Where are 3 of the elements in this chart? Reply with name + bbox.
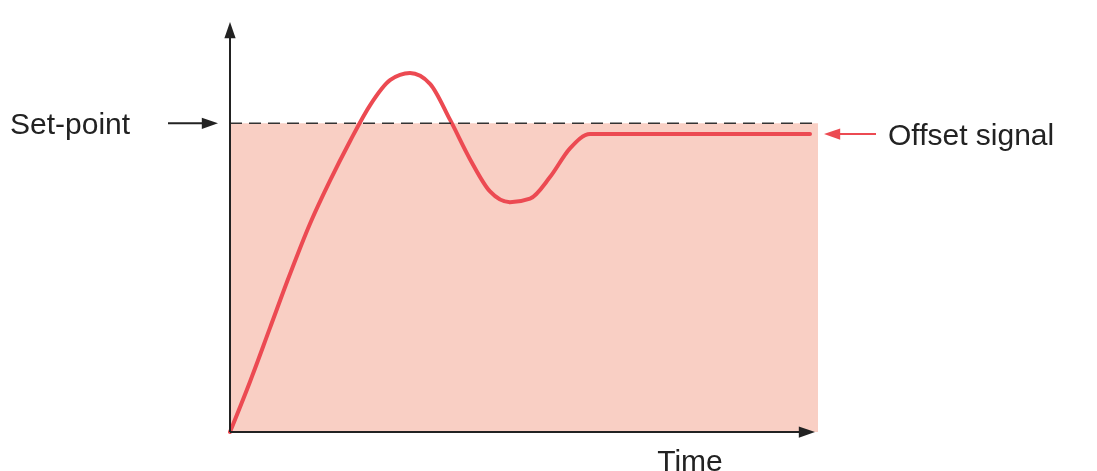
x-axis-title: Time (657, 443, 723, 471)
text: Offset signal (888, 117, 1055, 151)
ref-line-label: Set-point (10, 106, 131, 140)
